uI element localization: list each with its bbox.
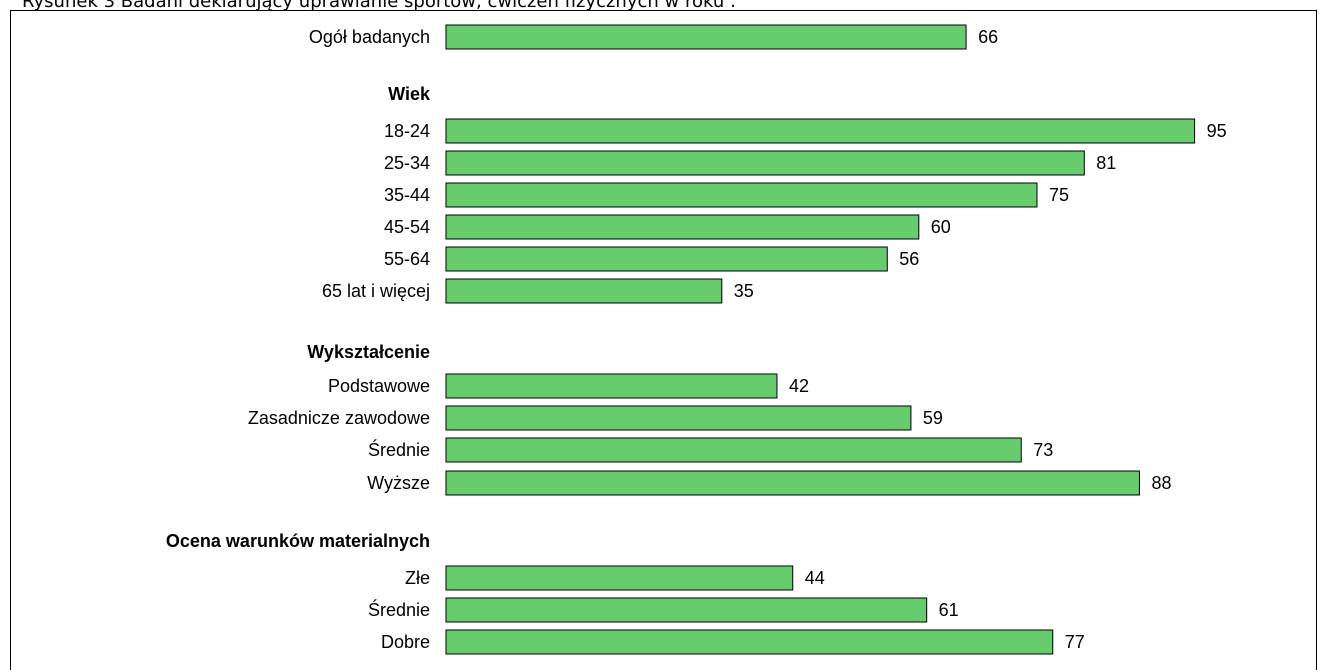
bar-wy-sze [445, 470, 1140, 496]
value-label-z-e: 44 [805, 568, 825, 588]
value-label-zasadnicze-zawodowe: 59 [923, 408, 943, 428]
category-label-55-64: 55-64 [384, 249, 430, 269]
category-label-wy-sze: Wyższe [367, 473, 430, 493]
value-label-podstawowe: 42 [789, 376, 809, 396]
bar-rednie [445, 597, 928, 623]
category-label-35-44: 35-44 [384, 185, 430, 205]
value-label-rednie: 61 [939, 600, 959, 620]
category-label-25-34: 25-34 [384, 153, 430, 173]
bar-18-24 [445, 118, 1196, 144]
bar-35-44 [445, 182, 1038, 208]
value-label-65-lat-i-wi-cej: 35 [734, 281, 754, 301]
bar-podstawowe [445, 373, 778, 399]
category-label-og-badanych: Ogół badanych [309, 27, 430, 47]
bar-z-e [445, 565, 794, 591]
bar-55-64 [445, 246, 888, 272]
group-heading-ocena-warunk-w-materialnych: Ocena warunków materialnych [166, 531, 430, 551]
bar-65-lat-i-wi-cej [445, 278, 723, 304]
bar-dobre [445, 629, 1054, 655]
value-label-wy-sze: 88 [1151, 473, 1171, 493]
category-label-zasadnicze-zawodowe: Zasadnicze zawodowe [248, 408, 430, 428]
value-label-rednie: 73 [1033, 440, 1053, 460]
bar-og-badanych [445, 24, 967, 50]
category-label-z-e: Złe [405, 568, 430, 588]
category-label-18-24: 18-24 [384, 121, 430, 141]
category-label-rednie: Średnie [368, 599, 430, 620]
value-label-og-badanych: 66 [978, 27, 998, 47]
value-label-dobre: 77 [1065, 632, 1085, 652]
category-label-dobre: Dobre [381, 632, 430, 652]
category-label-65-lat-i-wi-cej: 65 lat i więcej [322, 281, 430, 301]
bar-rednie [445, 437, 1022, 463]
category-label-podstawowe: Podstawowe [328, 376, 430, 396]
bar-45-54 [445, 214, 920, 240]
chart-frame [10, 10, 1317, 670]
bar-25-34 [445, 150, 1085, 176]
value-label-45-54: 60 [931, 217, 951, 237]
bar-zasadnicze-zawodowe [445, 405, 912, 431]
group-heading-wykszta-cenie: Wykształcenie [307, 342, 430, 362]
value-label-25-34: 81 [1096, 153, 1116, 173]
category-label-rednie: Średnie [368, 439, 430, 460]
value-label-18-24: 95 [1207, 121, 1227, 141]
group-heading-wiek: Wiek [388, 84, 431, 104]
category-label-45-54: 45-54 [384, 217, 430, 237]
figure-caption: Rysunek 3 Badani deklarujący uprawianie … [22, 0, 737, 12]
value-label-35-44: 75 [1049, 185, 1069, 205]
value-label-55-64: 56 [899, 249, 919, 269]
